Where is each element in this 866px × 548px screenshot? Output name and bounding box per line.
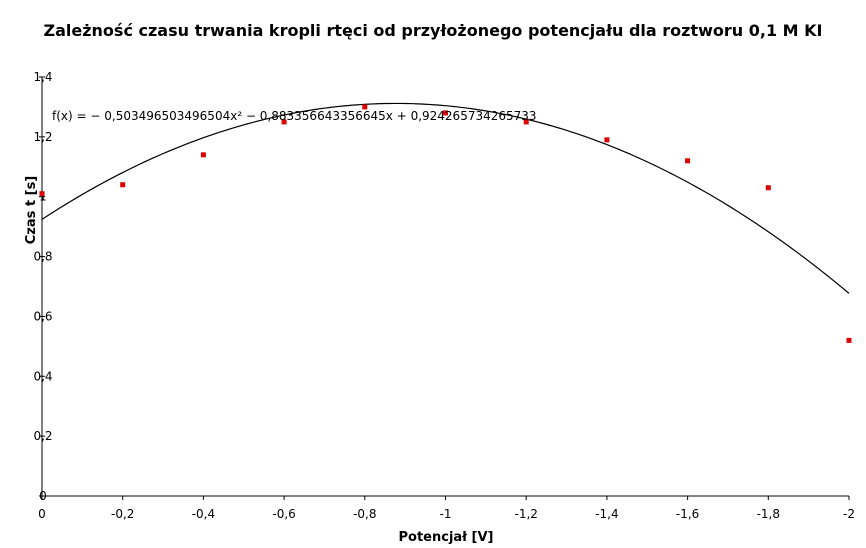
y-tick-label: 0 <box>39 489 47 503</box>
data-point <box>604 137 610 143</box>
chart-title: Zależność czasu trwania kropli rtęci od … <box>43 21 822 40</box>
data-points <box>39 104 852 343</box>
x-tick-label: -1,8 <box>757 507 780 521</box>
x-ticks: 0 -0,2 -0,4 -0,6 -0,8 -1 -1,2 -1,4 -1,6 -1,8 -2 <box>38 496 855 521</box>
x-tick-label: 0 <box>38 507 46 521</box>
data-point <box>685 158 691 164</box>
data-point <box>846 337 852 343</box>
y-tick-label: 1,4 <box>33 70 52 84</box>
x-tick-label: -0,2 <box>111 507 134 521</box>
data-point <box>200 152 206 158</box>
data-point <box>120 182 126 188</box>
data-point <box>39 191 45 197</box>
data-point <box>281 119 287 125</box>
x-tick-label: -1,4 <box>595 507 618 521</box>
x-tick-label: -1 <box>440 507 452 521</box>
x-tick-label: -2 <box>843 507 855 521</box>
x-tick-label: -0,8 <box>353 507 376 521</box>
data-point <box>362 104 368 110</box>
y-tick-label: 0,2 <box>33 429 52 443</box>
y-axis-label: Czas t [s] <box>24 176 39 245</box>
trendline-equation: f(x) = − 0,503496503496504x² − 0,8833566… <box>52 109 537 123</box>
y-tick-label: 0,4 <box>33 369 52 383</box>
y-ticks: 0 0,2 0,4 0,6 0,8 1 1,2 1,4 <box>33 70 52 503</box>
x-tick-label: -0,6 <box>272 507 295 521</box>
x-tick-label: -1,2 <box>514 507 537 521</box>
y-tick-label: 0,6 <box>33 309 52 323</box>
trendline-curve <box>41 102 850 294</box>
x-axis-label: Potencjał [V] <box>399 530 494 545</box>
y-tick-label: 1 <box>39 190 47 204</box>
data-point <box>523 119 529 125</box>
data-point <box>443 110 448 116</box>
data-point <box>765 185 771 191</box>
x-tick-label: -1,6 <box>676 507 699 521</box>
y-tick-label: 1,2 <box>33 130 52 144</box>
axes <box>41 77 849 497</box>
x-tick-label: -0,4 <box>192 507 215 521</box>
y-tick-label: 0,8 <box>33 250 52 264</box>
